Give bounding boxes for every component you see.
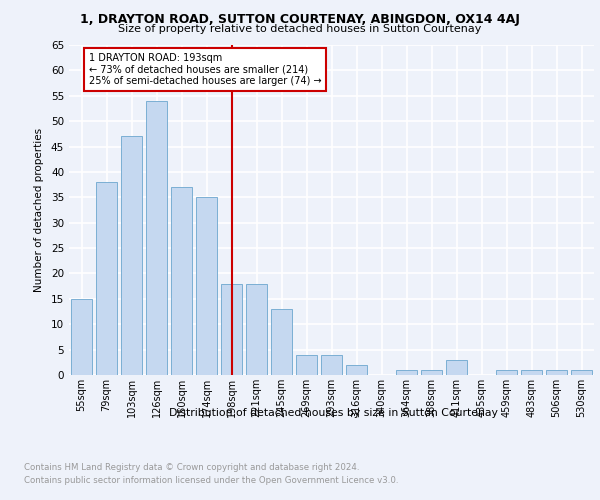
Bar <box>571 370 592 375</box>
Text: 1 DRAYTON ROAD: 193sqm
← 73% of detached houses are smaller (214)
25% of semi-de: 1 DRAYTON ROAD: 193sqm ← 73% of detached… <box>89 52 322 86</box>
Text: Distribution of detached houses by size in Sutton Courtenay: Distribution of detached houses by size … <box>169 408 497 418</box>
Bar <box>271 309 292 375</box>
Bar <box>396 370 417 375</box>
Bar <box>321 354 342 375</box>
Bar <box>446 360 467 375</box>
Bar <box>171 187 192 375</box>
Text: 1, DRAYTON ROAD, SUTTON COURTENAY, ABINGDON, OX14 4AJ: 1, DRAYTON ROAD, SUTTON COURTENAY, ABING… <box>80 12 520 26</box>
Bar <box>96 182 117 375</box>
Text: Size of property relative to detached houses in Sutton Courtenay: Size of property relative to detached ho… <box>118 24 482 34</box>
Text: Contains public sector information licensed under the Open Government Licence v3: Contains public sector information licen… <box>24 476 398 485</box>
Bar <box>221 284 242 375</box>
Y-axis label: Number of detached properties: Number of detached properties <box>34 128 44 292</box>
Bar <box>421 370 442 375</box>
Bar <box>496 370 517 375</box>
Bar <box>296 354 317 375</box>
Bar <box>196 198 217 375</box>
Bar <box>346 365 367 375</box>
Bar <box>246 284 267 375</box>
Bar <box>146 101 167 375</box>
Bar <box>71 299 92 375</box>
Bar <box>521 370 542 375</box>
Text: Contains HM Land Registry data © Crown copyright and database right 2024.: Contains HM Land Registry data © Crown c… <box>24 462 359 471</box>
Bar <box>546 370 567 375</box>
Bar <box>121 136 142 375</box>
